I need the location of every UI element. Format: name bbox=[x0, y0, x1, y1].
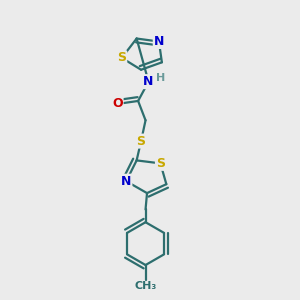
Text: S: S bbox=[156, 157, 165, 170]
Text: CH₃: CH₃ bbox=[134, 281, 157, 291]
Text: N: N bbox=[143, 75, 154, 88]
Text: O: O bbox=[112, 98, 123, 110]
Text: N: N bbox=[121, 175, 131, 188]
Text: H: H bbox=[156, 73, 166, 83]
Text: S: S bbox=[136, 135, 146, 148]
Text: S: S bbox=[117, 51, 126, 64]
Text: N: N bbox=[154, 35, 164, 48]
